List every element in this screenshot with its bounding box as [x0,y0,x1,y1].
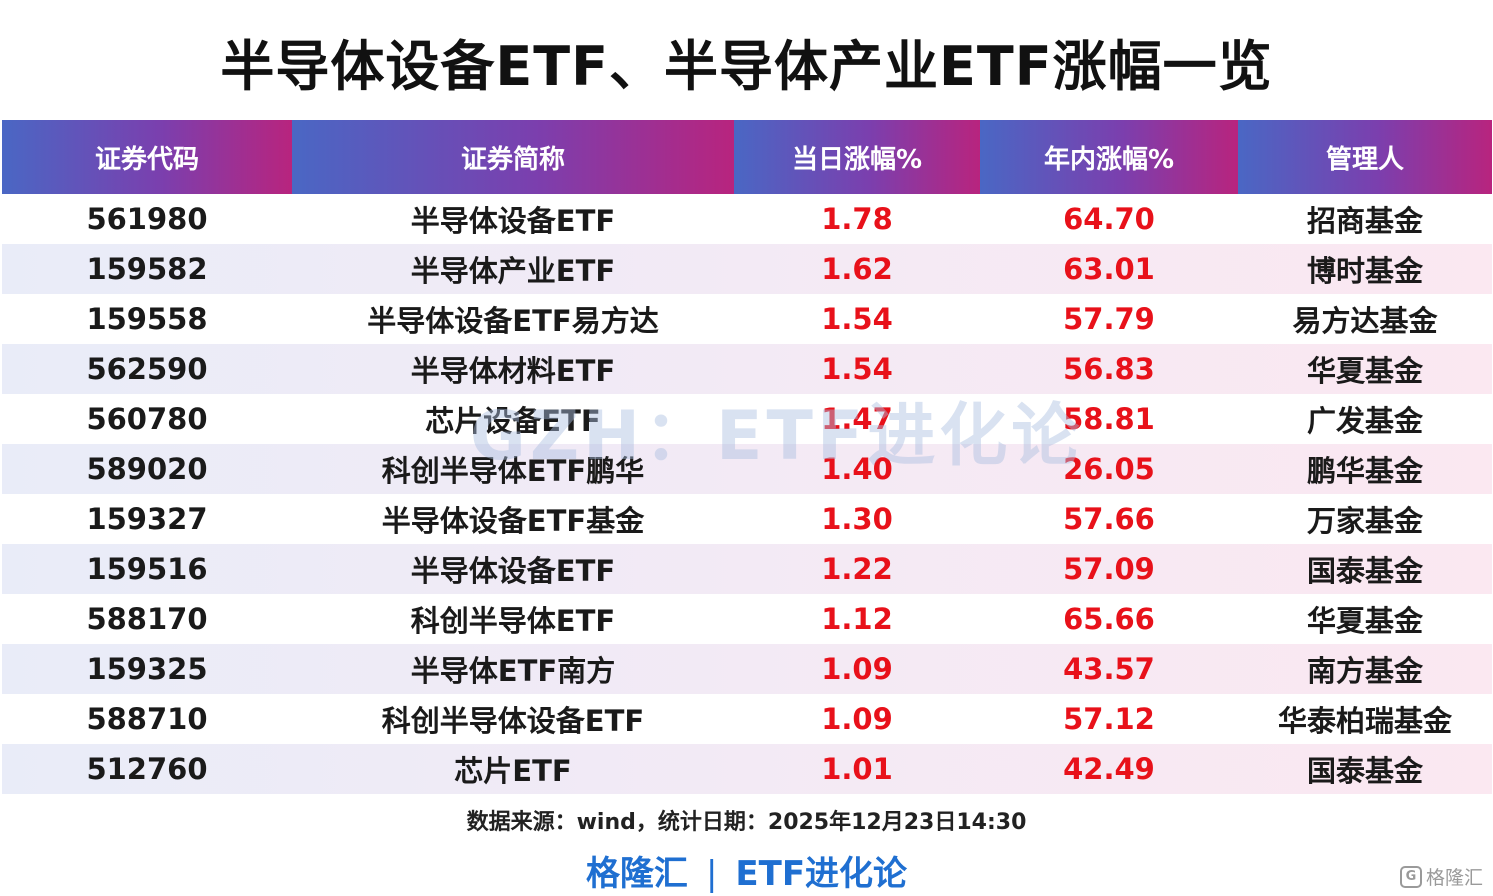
cell-code: 561980 [86,202,208,236]
table-row: 561980 半导体设备ETF 1.78 64.70 招商基金 [2,194,1492,244]
table-row: 512760 芯片ETF 1.01 42.49 国泰基金 [2,744,1492,794]
table-row: 159516 半导体设备ETF 1.22 57.09 国泰基金 [2,544,1492,594]
cell-name: 半导体设备ETF易方达 [367,304,659,338]
cell-code: 159325 [86,652,208,686]
cell-code: 159327 [86,502,208,536]
cell-name: 科创半导体ETF鹏华 [381,454,645,488]
logo-text: 格隆汇 [1425,867,1483,889]
cell-name: 半导体设备ETF基金 [381,504,645,538]
cell-ytd-change: 26.05 [1063,452,1155,486]
cell-code: 588710 [86,702,208,736]
cell-day-change: 1.54 [821,352,893,386]
cell-ytd-change: 57.79 [1063,302,1155,336]
cell-manager: 广发基金 [1306,404,1423,438]
gelonghui-logo: G 格隆汇 [1399,863,1483,890]
cell-name: 半导体产业ETF [410,254,616,288]
table-row: 562590 半导体材料ETF 1.54 56.83 华夏基金 [2,344,1492,394]
cell-day-change: 1.78 [821,202,893,236]
cell-code: 560780 [86,402,208,436]
cell-day-change: 1.01 [821,752,893,786]
table-row: 159327 半导体设备ETF基金 1.30 57.66 万家基金 [2,494,1492,544]
cell-day-change: 1.12 [821,602,893,636]
cell-ytd-change: 65.66 [1063,602,1155,636]
cell-ytd-change: 58.81 [1063,402,1155,436]
table-header: 证券代码 证券简称 当日涨幅% 年内涨幅% 管理人 [2,120,1492,194]
cell-name: 半导体设备ETF [410,204,616,238]
cell-code: 562590 [86,352,208,386]
cell-code: 159516 [86,552,208,586]
table-body: 561980 半导体设备ETF 1.78 64.70 招商基金 159582 半导体产业ET… [2,194,1492,794]
cell-manager: 博时基金 [1306,254,1423,288]
cell-name: 科创半导体设备ETF [381,704,645,738]
etf-table: 证券代码 证券简称 当日涨幅% 年内涨幅% 管理人 561980 半导体设备ETF… [2,120,1492,794]
gelonghui-logo-icon: G [1399,865,1422,888]
cell-ytd-change: 57.66 [1063,502,1155,536]
cell-ytd-change: 56.83 [1063,352,1155,386]
cell-manager: 万家基金 [1306,504,1423,538]
cell-name: 芯片设备ETF [425,404,601,438]
table-row: 588170 科创半导体ETF 1.12 65.66 华夏基金 [2,594,1492,644]
footer-separator: | [705,854,718,894]
cell-manager: 国泰基金 [1306,754,1423,788]
cell-day-change: 1.40 [821,452,893,486]
table-row: 589020 科创半导体ETF鹏华 1.40 26.05 鹏华基金 [2,444,1492,494]
footer-brand-left: 格隆汇 [585,854,688,894]
cell-code: 159582 [86,252,208,286]
cell-code: 159558 [86,302,208,336]
table-row: 159325 半导体ETF南方 1.09 43.57 南方基金 [2,644,1492,694]
table-row: 159558 半导体设备ETF易方达 1.54 57.79 易方达基金 [2,294,1492,344]
cell-ytd-change: 64.70 [1063,202,1155,236]
table-row: 560780 芯片设备ETF 1.47 58.81 广发基金 [2,394,1492,444]
cell-ytd-change: 43.57 [1063,652,1155,686]
table-row: 588710 科创半导体设备ETF 1.09 57.12 华泰柏瑞基金 [2,694,1492,744]
data-source-note: 数据来源：wind，统计日期：2025年12月23日14:30 [466,810,1027,835]
cell-name: 半导体ETF南方 [410,654,616,688]
header-ytd-change: 年内涨幅% [980,120,1238,194]
cell-day-change: 1.62 [821,252,893,286]
cell-manager: 鹏华基金 [1306,454,1423,488]
header-code: 证券代码 [2,120,292,194]
cell-ytd-change: 63.01 [1063,252,1155,286]
page-title: 半导体设备ETF、半导体产业ETF涨幅一览 [220,35,1273,98]
cell-name: 芯片ETF [454,754,572,788]
cell-code: 589020 [86,452,208,486]
cell-day-change: 1.09 [821,702,893,736]
cell-day-change: 1.47 [821,402,893,436]
footer-brand: 格隆汇 | ETF进化论 [0,846,1493,895]
cell-manager: 国泰基金 [1306,554,1423,588]
cell-day-change: 1.09 [821,652,893,686]
cell-manager: 华夏基金 [1306,354,1423,388]
header-manager: 管理人 [1238,120,1492,194]
cell-ytd-change: 57.12 [1063,702,1155,736]
cell-manager: 易方达基金 [1292,304,1438,338]
cell-manager: 华泰柏瑞基金 [1277,704,1452,738]
cell-manager: 华夏基金 [1306,604,1423,638]
cell-day-change: 1.54 [821,302,893,336]
footer-brand-right: ETF进化论 [735,854,908,894]
cell-code: 588170 [86,602,208,636]
cell-day-change: 1.30 [821,502,893,536]
cell-ytd-change: 42.49 [1063,752,1155,786]
header-day-change: 当日涨幅% [734,120,980,194]
header-name: 证券简称 [292,120,734,194]
table-row: 159582 半导体产业ETF 1.62 63.01 博时基金 [2,244,1492,294]
cell-day-change: 1.22 [821,552,893,586]
cell-name: 半导体设备ETF [410,554,616,588]
cell-code: 512760 [86,752,208,786]
cell-ytd-change: 57.09 [1063,552,1155,586]
cell-name: 科创半导体ETF [410,604,616,638]
cell-name: 半导体材料ETF [410,354,616,388]
cell-manager: 南方基金 [1306,654,1423,688]
cell-manager: 招商基金 [1306,204,1423,238]
